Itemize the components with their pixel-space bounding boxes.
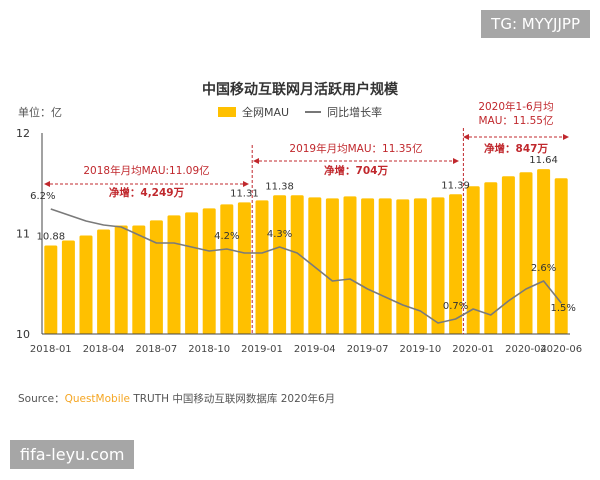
- x-tick-label: 2020-04: [505, 344, 547, 355]
- bar-2018-08: [167, 215, 181, 334]
- bar-2019-10: [413, 198, 427, 334]
- unit-label: 单位：亿: [18, 106, 62, 119]
- bar-2018-11: [220, 204, 234, 334]
- bar-2018-07: [149, 220, 163, 334]
- bar-2019-07: [361, 198, 375, 334]
- x-tick-label: 2018-10: [188, 344, 230, 355]
- line-data-label: 2.6%: [531, 263, 556, 274]
- bar-2020-04: [519, 172, 533, 334]
- bar-2019-09: [396, 199, 410, 334]
- growth-line: [50, 208, 562, 324]
- annotation-mau-2018: 2018年月均MAU:11.09亿: [83, 164, 209, 177]
- source-brand: QuestMobile: [64, 393, 130, 405]
- bar-2018-12: [237, 202, 251, 334]
- bar-2018-01: [44, 245, 58, 334]
- watermark-bottom: fifa-leyu.com: [10, 440, 135, 469]
- legend: 全网MAU 同比增长率: [218, 104, 382, 120]
- legend-bar-label: 全网MAU: [242, 106, 290, 119]
- x-tick-label: 2019-01: [241, 344, 283, 355]
- legend-line-swatch: [305, 111, 322, 113]
- bar-data-label: 10.88: [36, 232, 65, 243]
- line-data-label: 4.3%: [267, 229, 292, 240]
- bar-2019-01: [255, 200, 269, 334]
- annotation-mau-value-2020: MAU：11.55亿: [479, 114, 554, 127]
- x-tick-label: 2019-10: [400, 344, 442, 355]
- bar-2020-01: [466, 186, 480, 334]
- bar-2020-02: [484, 182, 498, 334]
- line-data-label: 1.5%: [550, 303, 575, 314]
- y-tick-label: 10: [16, 328, 30, 341]
- bar-2020-03: [501, 176, 515, 334]
- bar-2019-08: [378, 198, 392, 334]
- bar-2019-05: [325, 198, 339, 334]
- bar-2018-10: [202, 208, 216, 334]
- annotation-net-growth-2019: 净增：704万: [324, 164, 388, 177]
- bar-2019-04: [308, 197, 322, 334]
- bar-2019-06: [343, 196, 357, 334]
- source-prefix: Source：: [18, 393, 65, 405]
- legend-bar-swatch: [218, 107, 236, 117]
- line-data-label: 4.2%: [214, 231, 239, 242]
- bar-2019-11: [431, 197, 445, 334]
- bar-data-label: 11.38: [265, 181, 294, 192]
- bar-2019-02: [273, 195, 287, 334]
- x-tick-label: 2018-07: [136, 344, 178, 355]
- bar-2018-02: [61, 240, 75, 334]
- bar-data-label: 11.64: [529, 155, 558, 166]
- line-data-label: 6.2%: [30, 191, 55, 202]
- legend-line-label: 同比增长率: [327, 106, 383, 119]
- bar-2019-12: [449, 194, 463, 334]
- bar-2018-03: [79, 235, 93, 334]
- bar-2018-04: [97, 229, 111, 334]
- annotation-net-growth-2018: 净增：4,249万: [109, 186, 185, 199]
- x-tick-label: 2018-04: [83, 344, 125, 355]
- x-tick-label: 2019-07: [347, 344, 389, 355]
- bar-data-label: 11.31: [230, 188, 259, 199]
- bar-2020-05: [537, 169, 551, 334]
- x-tick-label: 2020-01: [452, 344, 494, 355]
- x-tick-label: 2019-04: [294, 344, 336, 355]
- bar-data-label: 11.39: [441, 180, 470, 191]
- bar-2020-06: [554, 178, 568, 334]
- annotation-mau-2020: 2020年1-6月均: [478, 100, 553, 113]
- y-tick-label: 12: [16, 127, 30, 140]
- watermark-top: TG: MYYJJPP: [481, 10, 590, 38]
- line-data-label: 0.7%: [443, 301, 468, 312]
- annotation-net-growth-2020: 净增：847万: [484, 142, 548, 155]
- x-tick-label: 2018-01: [30, 344, 72, 355]
- annotation-mau-2019: 2019年月均MAU：11.35亿: [289, 142, 422, 155]
- bar-2018-06: [132, 225, 146, 334]
- y-tick-label: 11: [16, 228, 30, 241]
- bar-2018-09: [185, 212, 199, 334]
- bar-2019-03: [290, 195, 304, 334]
- chart-title: 中国移动互联网月活跃用户规模: [202, 82, 398, 98]
- source-note: Source：QuestMobile TRUTH 中国移动互联网数据库 2020…: [18, 391, 335, 406]
- bar-2018-05: [114, 225, 128, 334]
- x-tick-label: 2020-06: [540, 344, 582, 355]
- source-rest: TRUTH 中国移动互联网数据库 2020年6月: [130, 393, 336, 405]
